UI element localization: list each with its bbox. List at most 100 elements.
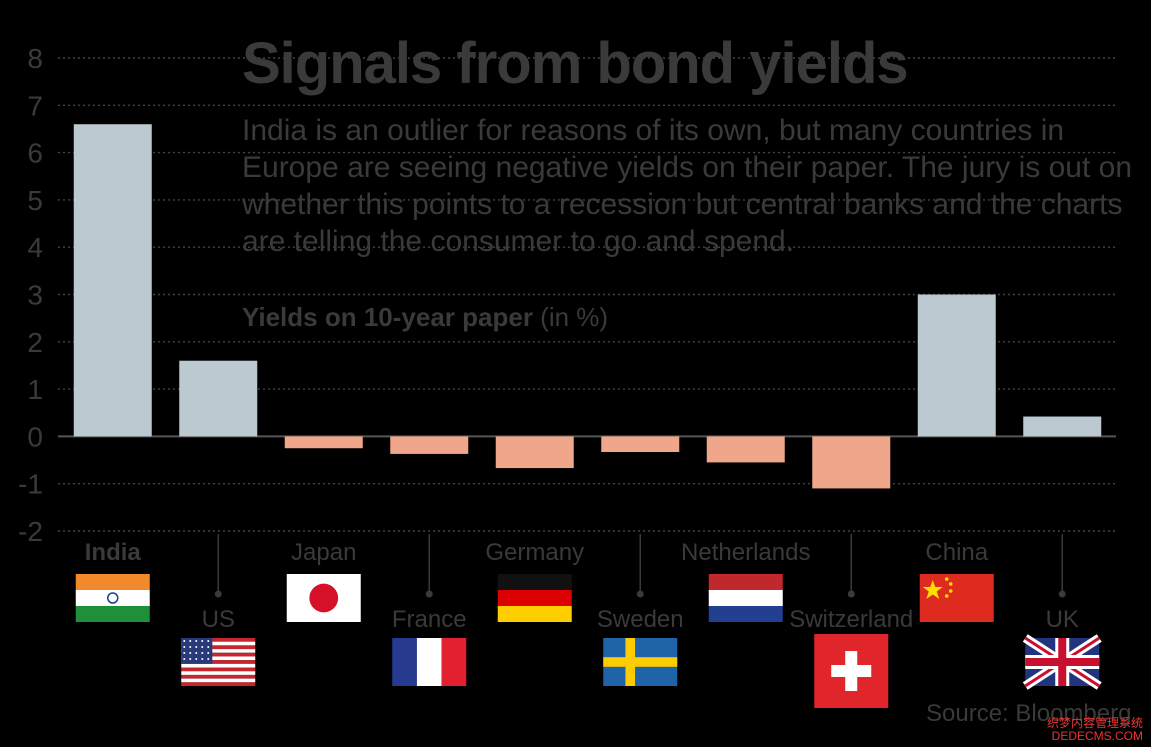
category-labels: India US Japan France Germany Sweden Netherlan… bbox=[85, 534, 1079, 633]
y-axis-ticks: 8 7 6 5 4 3 2 1 0 -1 -2 bbox=[18, 43, 43, 547]
uk-flag-icon bbox=[1022, 634, 1102, 690]
flag-star bbox=[948, 582, 953, 586]
flag-band bbox=[75, 606, 150, 622]
bar-switzerland bbox=[812, 436, 891, 489]
flag-star bbox=[201, 652, 204, 654]
flag-band bbox=[497, 606, 572, 622]
flag-star bbox=[183, 658, 186, 660]
y-tick-label: 6 bbox=[27, 138, 43, 169]
bar-germany bbox=[495, 436, 574, 469]
flag-field bbox=[919, 574, 994, 622]
flag-band bbox=[441, 638, 467, 686]
flag-star bbox=[195, 646, 198, 648]
caption-bold: Yields on 10-year paper bbox=[242, 302, 533, 332]
flag-star bbox=[189, 646, 192, 648]
flag-stripe bbox=[181, 678, 256, 683]
y-tick-label: 0 bbox=[27, 421, 43, 452]
y-tick-label: 4 bbox=[27, 232, 43, 263]
category-label: Sweden bbox=[597, 606, 684, 633]
y-tick-label: -1 bbox=[18, 469, 43, 500]
leader-dot bbox=[214, 590, 222, 598]
flag-star bbox=[195, 652, 198, 654]
category-label: US bbox=[202, 606, 235, 633]
leader-dot bbox=[425, 590, 433, 598]
flag-stripe bbox=[181, 641, 256, 646]
bar-india bbox=[73, 124, 152, 437]
y-tick-label: 2 bbox=[27, 327, 43, 358]
flag-band bbox=[497, 574, 572, 590]
flag-stripe bbox=[181, 638, 256, 642]
switzerland-flag-icon bbox=[814, 634, 889, 708]
flag-cross bbox=[603, 657, 678, 667]
india-flag-icon bbox=[75, 574, 150, 622]
flag-star bbox=[195, 640, 198, 642]
flag-star bbox=[207, 646, 210, 648]
flag-disc bbox=[309, 583, 339, 613]
bar-france bbox=[390, 436, 469, 454]
flag-band bbox=[75, 590, 150, 606]
bar-us bbox=[179, 360, 258, 437]
flag-stripe bbox=[181, 667, 256, 672]
us-flag-icon bbox=[181, 638, 256, 686]
flag-band bbox=[392, 638, 417, 686]
flag-star bbox=[195, 658, 198, 660]
flag-band bbox=[497, 590, 572, 606]
bar-china bbox=[917, 294, 996, 437]
bar-japan bbox=[284, 436, 363, 449]
flag-star bbox=[948, 589, 953, 593]
bar-uk bbox=[1023, 416, 1102, 437]
watermark-line-1: 织梦内容管理系统 bbox=[1046, 716, 1143, 730]
netherlands-flag-icon bbox=[708, 574, 783, 622]
chart-subtitle: India is an outlier for reasons of its o… bbox=[242, 114, 1133, 258]
chart-caption: Yields on 10-year paper (in %) bbox=[242, 302, 608, 333]
category-label: Netherlands bbox=[681, 539, 810, 566]
flag-star bbox=[922, 580, 943, 599]
flag-star bbox=[189, 658, 192, 660]
flag-stripe bbox=[181, 652, 256, 657]
flag-stripe bbox=[181, 645, 256, 650]
flag-stripe bbox=[181, 656, 256, 661]
flag-star bbox=[189, 640, 192, 642]
flag-star bbox=[183, 646, 186, 648]
flag-star bbox=[183, 640, 186, 642]
flag-star bbox=[201, 658, 204, 660]
category-label: India bbox=[85, 539, 142, 566]
sweden-flag-icon bbox=[603, 638, 678, 686]
flag-star bbox=[189, 652, 192, 654]
category-label: Germany bbox=[485, 539, 584, 566]
flag-cross bbox=[831, 665, 872, 677]
y-tick-label: 7 bbox=[27, 90, 43, 121]
flag-canton bbox=[181, 638, 213, 664]
japan-flag-icon bbox=[286, 574, 361, 622]
flag-stripe bbox=[181, 663, 256, 668]
category-label: China bbox=[925, 539, 988, 566]
flag-star bbox=[201, 646, 204, 648]
y-tick-label: 8 bbox=[27, 43, 43, 74]
flag-star bbox=[207, 652, 210, 654]
leader-dot bbox=[1058, 590, 1066, 598]
bar-sweden bbox=[601, 436, 680, 453]
flag-cross bbox=[1025, 658, 1100, 666]
watermark: 织梦内容管理系统 DEDECMS.COM bbox=[1047, 717, 1143, 743]
flag-star bbox=[207, 658, 210, 660]
y-tick-label: 3 bbox=[27, 280, 43, 311]
category-label: Switzerland bbox=[789, 606, 913, 633]
france-flag-icon bbox=[392, 638, 467, 686]
flag-band bbox=[708, 574, 783, 590]
flag-band bbox=[708, 590, 783, 606]
category-label: Japan bbox=[291, 539, 356, 566]
caption-unit: (in %) bbox=[532, 302, 609, 332]
leader-dot bbox=[636, 590, 644, 598]
y-tick-label: 5 bbox=[27, 185, 43, 216]
flag-star bbox=[944, 577, 949, 581]
bars bbox=[73, 124, 1102, 489]
chakra bbox=[107, 592, 119, 604]
y-tick-label: 1 bbox=[27, 374, 43, 405]
flag-star bbox=[201, 640, 204, 642]
bar-netherlands bbox=[706, 436, 785, 463]
flag-band bbox=[75, 574, 150, 590]
flag-band bbox=[416, 638, 442, 686]
flag-band bbox=[708, 606, 783, 622]
flag-stripe bbox=[181, 682, 256, 686]
